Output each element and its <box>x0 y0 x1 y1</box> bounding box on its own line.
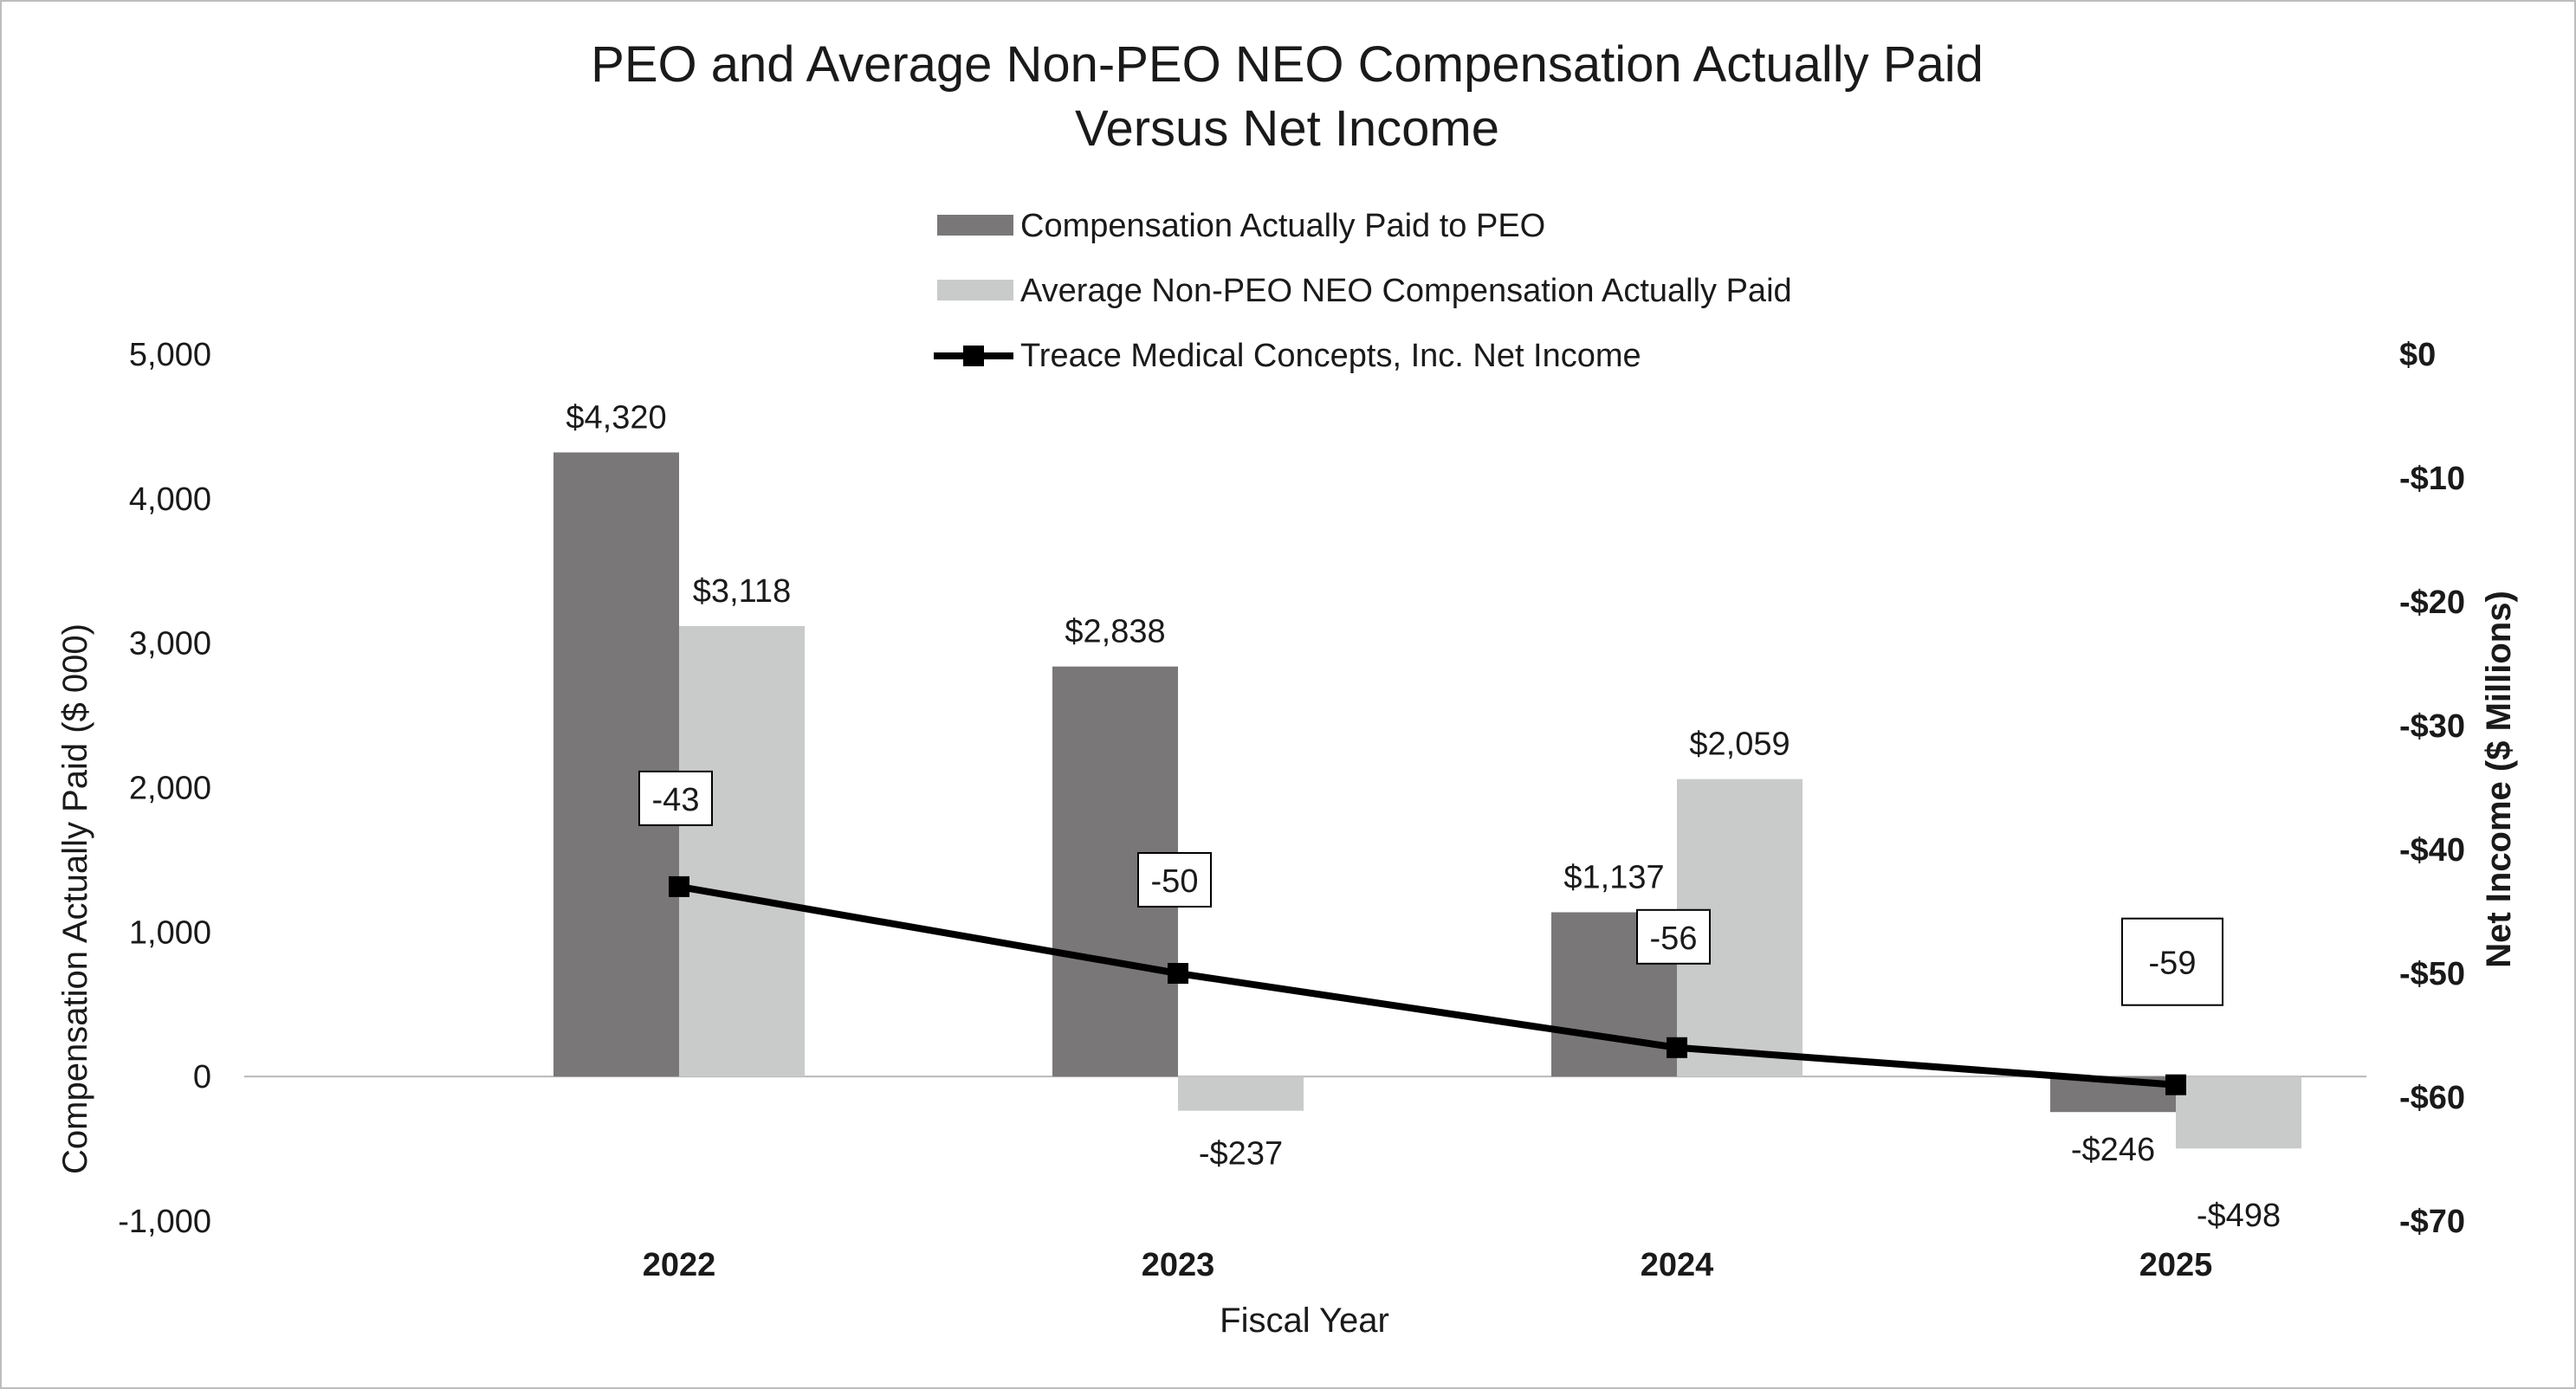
legend-marker-net-income <box>963 346 984 366</box>
net-income-marker <box>2165 1074 2186 1095</box>
net-income-callout-label: -43 <box>652 782 700 818</box>
chart-title-line-1: PEO and Average Non-PEO NEO Compensation… <box>591 36 1984 93</box>
x-axis-title: Fiscal Year <box>1220 1302 1389 1340</box>
net-income-callout-label: -50 <box>1151 863 1199 900</box>
data-label-peo: $1,137 <box>1563 859 1664 895</box>
data-label-non-peo: -$237 <box>1199 1136 1283 1173</box>
net-income-marker <box>1667 1037 1687 1058</box>
y-tick-label: 1,000 <box>129 914 211 951</box>
data-label-peo: $2,838 <box>1065 614 1165 650</box>
y-tick-label: 3,000 <box>129 626 211 662</box>
y2-tick-label: -$10 <box>2399 461 2465 497</box>
y2-tick-label: -$40 <box>2399 832 2465 869</box>
data-label-peo: $4,320 <box>566 399 666 436</box>
bar-non-peo <box>2176 1076 2301 1149</box>
plot-area: 5,000 4,000 3,000 2,000 1,000 0 -1,000 $0 -$10 -$… <box>118 337 2465 1283</box>
y-tick-label: 4,000 <box>129 481 211 518</box>
data-label-peo: -$246 <box>2071 1132 2155 1168</box>
x-tick-label: 2024 <box>1641 1247 1714 1283</box>
y-tick-label: 2,000 <box>129 771 211 807</box>
legend: Compensation Actually Paid to PEO Averag… <box>934 208 1792 374</box>
y2-tick-label: -$60 <box>2399 1080 2465 1116</box>
data-label-non-peo: $3,118 <box>693 573 791 610</box>
y2-tick-label: -$20 <box>2399 585 2465 621</box>
y-tick-label: 5,000 <box>129 337 211 373</box>
net-income-callout-box <box>1137 852 1212 908</box>
x-tick-label: 2022 <box>643 1247 716 1283</box>
bar-non-peo <box>1178 1076 1304 1111</box>
bar-peo <box>553 452 679 1077</box>
data-label-non-peo: -$498 <box>2197 1198 2281 1234</box>
y2-tick-label: -$50 <box>2399 956 2465 992</box>
legend-swatch-non-peo <box>937 280 1013 300</box>
x-tick-label: 2025 <box>2139 1247 2213 1283</box>
net-income-callout-box <box>1636 908 1711 965</box>
legend-swatch-peo <box>937 215 1013 236</box>
bar-non-peo <box>679 625 805 1077</box>
net-income-marker <box>1168 963 1188 984</box>
net-income-callout-label: -59 <box>2149 946 2197 982</box>
y2-axis-title: Net Income ($ Millions) <box>2480 591 2518 968</box>
y2-tick-label: $0 <box>2399 337 2436 373</box>
y-tick-label: 0 <box>193 1059 211 1095</box>
net-income-marker <box>669 875 689 897</box>
y2-tick-label: -$70 <box>2399 1204 2465 1240</box>
net-income-line <box>678 882 2177 1089</box>
legend-label-peo: Compensation Actually Paid to PEO <box>1020 208 1545 244</box>
net-income-callout-label: -56 <box>1650 921 1698 957</box>
net-income-callout-box <box>638 770 713 826</box>
y2-tick-label: -$30 <box>2399 708 2465 745</box>
legend-label-non-peo: Average Non-PEO NEO Compensation Actuall… <box>1020 273 1792 309</box>
x-tick-label: 2023 <box>1142 1247 1215 1283</box>
net-income-callout-box <box>2121 917 2223 1006</box>
legend-label-net-income: Treace Medical Concepts, Inc. Net Income <box>1020 338 1641 374</box>
y-axis-title: Compensation Actually Paid ($ 000) <box>56 623 94 1174</box>
data-label-non-peo: $2,059 <box>1689 727 1790 763</box>
chart-title-line-2: Versus Net Income <box>1075 100 1499 157</box>
y-tick-label: -1,000 <box>118 1204 211 1240</box>
